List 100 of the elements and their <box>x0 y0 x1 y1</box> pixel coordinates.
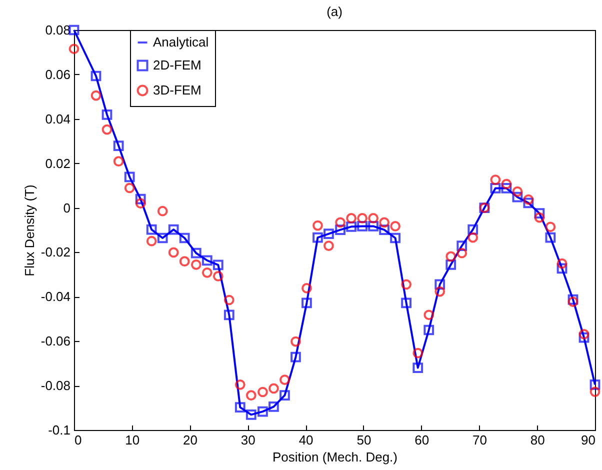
point <box>568 294 578 305</box>
point <box>246 390 256 401</box>
point <box>379 217 390 228</box>
point <box>246 409 256 420</box>
point <box>146 224 157 235</box>
point <box>90 90 102 101</box>
x-tick-label: 20 <box>183 432 198 448</box>
point <box>368 213 378 224</box>
point <box>212 260 224 270</box>
y-tick-label: -0.04 <box>40 289 70 304</box>
point <box>468 232 478 243</box>
legend-label: 2D-FEM <box>153 58 202 72</box>
point <box>335 217 346 228</box>
legend-label: 3D-FEM <box>153 82 202 98</box>
point <box>368 221 378 232</box>
point <box>290 352 301 362</box>
point <box>234 379 246 390</box>
point <box>212 271 224 282</box>
point <box>90 70 102 82</box>
point <box>290 336 301 347</box>
x-tick-label: 0 <box>74 432 82 448</box>
x-tick-label: 30 <box>240 432 256 448</box>
y-tick-label: 0.06 <box>45 66 70 82</box>
y-tick-label: 0.04 <box>45 111 70 126</box>
point <box>501 183 512 194</box>
point <box>124 182 135 194</box>
point <box>590 386 600 397</box>
point <box>324 240 334 251</box>
point <box>324 228 334 239</box>
point <box>501 178 512 190</box>
point <box>424 324 434 336</box>
point <box>168 247 179 258</box>
y-tick-label: 0.02 <box>45 156 70 171</box>
point <box>224 310 234 320</box>
chart-title: (a) <box>326 4 342 19</box>
point <box>146 236 157 246</box>
y-axis-title: Flux Density (T) <box>22 184 37 276</box>
point <box>534 212 545 223</box>
point <box>179 256 190 267</box>
point <box>346 213 356 224</box>
x-axis-title: Position (Mech. Deg.) <box>272 450 398 464</box>
point <box>124 172 135 182</box>
point <box>190 248 202 258</box>
point <box>302 298 312 308</box>
x-tick-label: 80 <box>530 432 545 448</box>
y-tick-label: -0.1 <box>48 422 70 438</box>
point <box>280 390 290 401</box>
point <box>456 248 468 258</box>
point <box>102 109 112 120</box>
point <box>234 402 246 413</box>
point <box>312 220 323 231</box>
point <box>135 198 146 209</box>
point <box>168 224 179 235</box>
point <box>446 259 456 270</box>
point <box>68 44 80 54</box>
point <box>224 294 234 306</box>
point <box>357 213 368 224</box>
point <box>424 310 434 320</box>
point <box>446 251 456 262</box>
point <box>512 192 523 202</box>
point <box>412 362 424 373</box>
point <box>590 379 600 390</box>
point <box>390 232 400 244</box>
point <box>202 267 212 278</box>
point <box>390 221 400 232</box>
point <box>258 386 268 398</box>
point <box>280 374 290 385</box>
x-tick-label: 50 <box>356 432 372 448</box>
point <box>434 286 446 297</box>
x-tick-label: 10 <box>125 432 140 448</box>
y-tick-label: -0.08 <box>40 378 70 394</box>
y-tick-label: -0.02 <box>40 244 70 260</box>
point <box>302 283 312 294</box>
point <box>268 383 279 394</box>
point <box>556 258 568 269</box>
point <box>512 186 523 197</box>
point <box>102 124 112 135</box>
point <box>401 298 412 308</box>
point <box>456 240 468 251</box>
point <box>312 232 323 243</box>
x-tick-label: 70 <box>472 432 487 448</box>
point <box>434 279 446 290</box>
point <box>534 208 545 219</box>
point <box>545 222 556 232</box>
point <box>258 406 268 417</box>
point <box>523 198 534 208</box>
point <box>179 232 190 244</box>
x-tick-label: 40 <box>298 432 314 448</box>
point <box>335 224 346 235</box>
point <box>135 194 146 204</box>
point <box>379 224 390 235</box>
point <box>157 206 168 216</box>
point <box>578 329 590 340</box>
point <box>357 221 368 232</box>
point <box>157 232 168 244</box>
point <box>113 156 124 167</box>
x-tick-label: 90 <box>581 432 596 448</box>
point <box>578 332 590 343</box>
point <box>490 174 501 185</box>
point <box>490 183 501 194</box>
